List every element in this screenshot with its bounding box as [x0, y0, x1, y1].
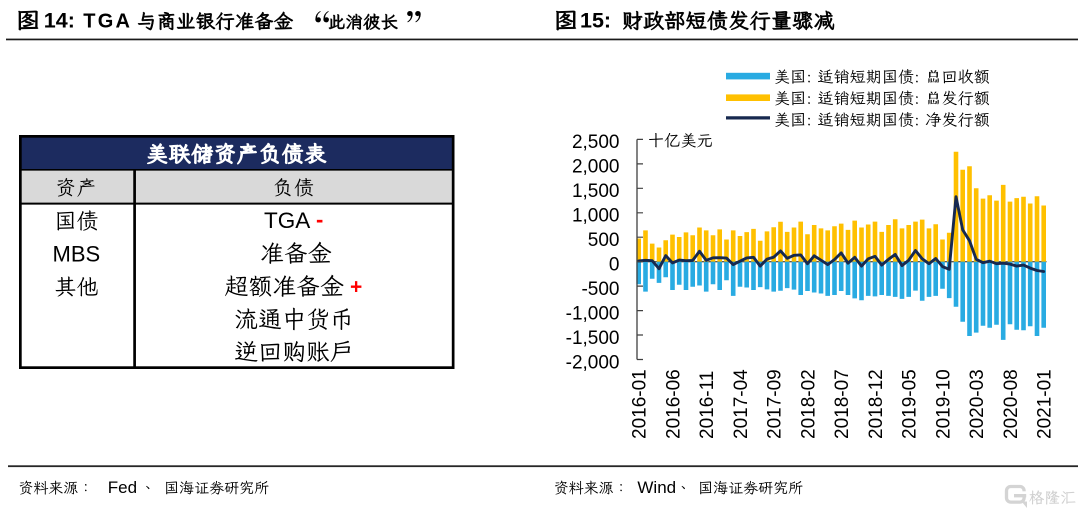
svg-text:2018-12: 2018-12: [866, 369, 887, 439]
svg-text:2021-01: 2021-01: [1035, 369, 1056, 439]
svg-text:Wind: Wind: [637, 478, 676, 497]
svg-text:-500: -500: [581, 279, 619, 300]
svg-text:0: 0: [609, 255, 620, 276]
svg-text:2017-09: 2017-09: [765, 369, 786, 439]
svg-text:TGA: TGA: [264, 208, 310, 233]
svg-text:2,000: 2,000: [572, 157, 620, 178]
svg-text:-1,000: -1,000: [566, 303, 620, 324]
svg-text:2020-08: 2020-08: [1001, 369, 1022, 439]
svg-text:-1,500: -1,500: [566, 328, 620, 349]
svg-text:1,000: 1,000: [572, 206, 620, 227]
svg-text:2019-10: 2019-10: [933, 369, 954, 439]
svg-text:14:: 14:: [44, 9, 75, 33]
svg-text:2016-11: 2016-11: [697, 371, 718, 439]
svg-text:MBS: MBS: [53, 242, 101, 267]
svg-text:-: -: [316, 207, 323, 232]
svg-text:-2,000: -2,000: [566, 352, 620, 373]
svg-text:Fed: Fed: [108, 478, 137, 497]
svg-text:15:: 15:: [580, 9, 611, 33]
svg-text:500: 500: [588, 230, 620, 251]
svg-text:2016-06: 2016-06: [663, 369, 684, 439]
svg-text:2018-07: 2018-07: [832, 369, 853, 439]
svg-text:2019-05: 2019-05: [900, 369, 921, 439]
svg-text:2020-03: 2020-03: [967, 369, 988, 439]
svg-text:1,500: 1,500: [572, 181, 620, 202]
svg-text:2018-02: 2018-02: [798, 369, 819, 439]
svg-text:TGA: TGA: [83, 11, 132, 33]
svg-text:2,500: 2,500: [572, 132, 620, 153]
svg-text:2016-01: 2016-01: [630, 369, 651, 439]
svg-text:2017-04: 2017-04: [731, 369, 752, 439]
svg-text:+: +: [350, 276, 362, 299]
